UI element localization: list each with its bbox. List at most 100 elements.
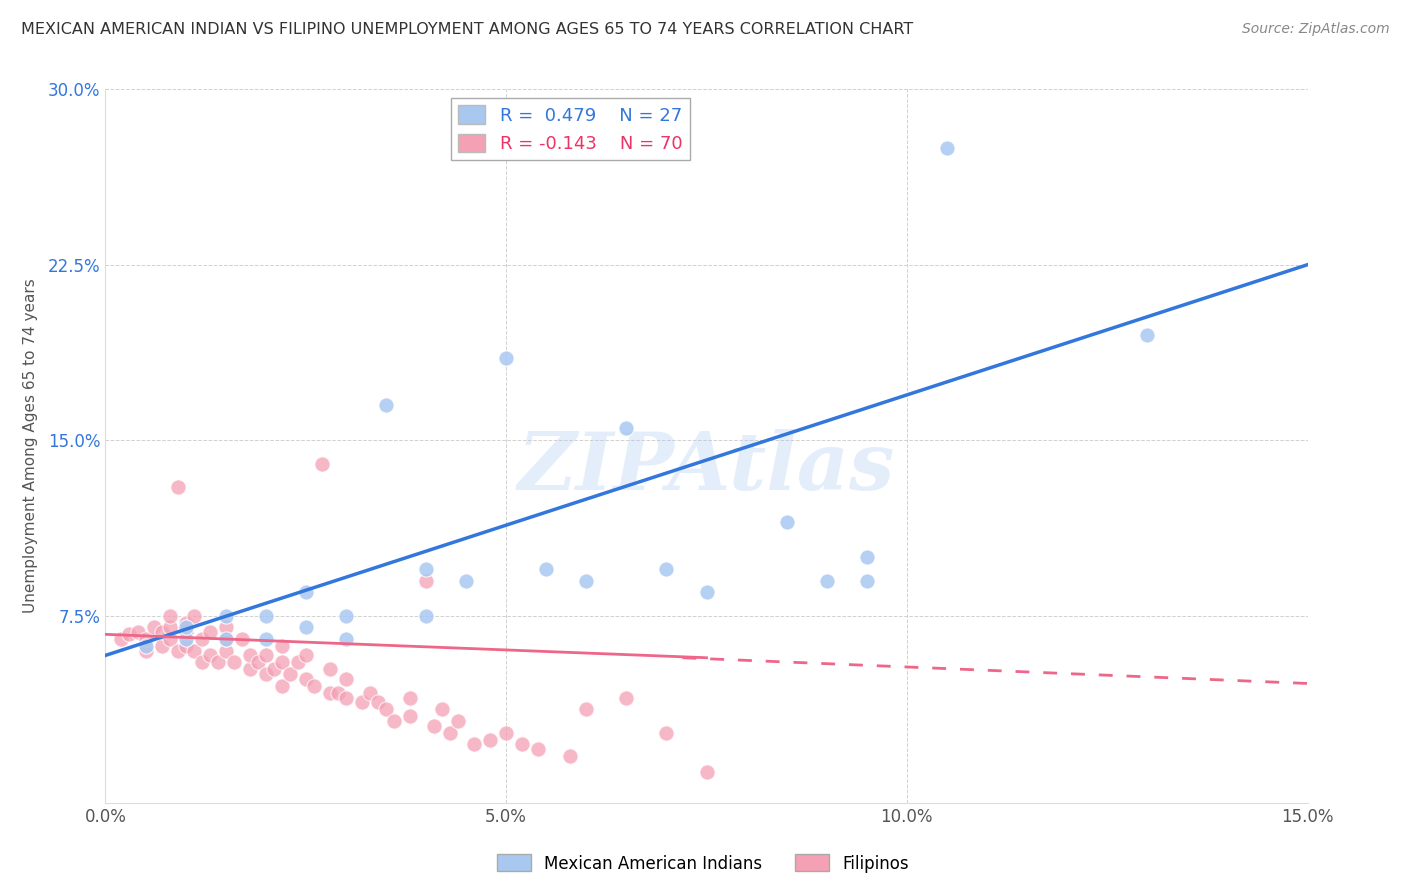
Point — [270, 656, 292, 670]
Point — [495, 351, 517, 366]
Point — [302, 679, 325, 693]
Point — [254, 608, 277, 623]
Point — [198, 625, 221, 640]
Point — [399, 690, 422, 705]
Point — [335, 632, 357, 646]
Point — [510, 737, 533, 751]
Point — [214, 620, 236, 634]
Point — [214, 632, 236, 646]
Point — [326, 686, 349, 700]
Point — [174, 632, 197, 646]
Point — [214, 608, 236, 623]
Point — [295, 585, 318, 599]
Point — [190, 656, 212, 670]
Point — [295, 672, 318, 686]
Point — [447, 714, 470, 728]
Point — [135, 644, 157, 658]
Point — [655, 725, 678, 739]
Point — [254, 648, 277, 663]
Point — [855, 550, 877, 565]
Point — [374, 702, 398, 716]
Point — [159, 620, 181, 634]
Point — [399, 709, 422, 723]
Point — [616, 690, 638, 705]
Point — [135, 639, 157, 653]
Point — [166, 644, 188, 658]
Point — [815, 574, 838, 588]
Point — [454, 574, 477, 588]
Text: Source: ZipAtlas.com: Source: ZipAtlas.com — [1241, 22, 1389, 37]
Point — [415, 574, 437, 588]
Point — [560, 749, 582, 764]
Point — [616, 421, 638, 435]
Point — [463, 737, 485, 751]
Point — [696, 765, 718, 780]
Point — [350, 695, 373, 709]
Point — [135, 632, 157, 646]
Point — [150, 625, 173, 640]
Point — [231, 632, 253, 646]
Point — [190, 632, 212, 646]
Point — [335, 608, 357, 623]
Point — [254, 667, 277, 681]
Point — [495, 725, 517, 739]
Point — [254, 632, 277, 646]
Point — [246, 656, 269, 670]
Point — [239, 662, 262, 676]
Point — [110, 632, 132, 646]
Point — [430, 702, 453, 716]
Point — [214, 644, 236, 658]
Point — [415, 562, 437, 576]
Point — [527, 742, 550, 756]
Point — [359, 686, 381, 700]
Point — [776, 515, 799, 529]
Point — [696, 585, 718, 599]
Point — [150, 639, 173, 653]
Point — [382, 714, 405, 728]
Point — [263, 662, 285, 676]
Point — [166, 480, 188, 494]
Point — [222, 656, 245, 670]
Point — [534, 562, 557, 576]
Point — [183, 608, 205, 623]
Point — [270, 679, 292, 693]
Point — [118, 627, 141, 641]
Point — [439, 725, 461, 739]
Point — [423, 718, 446, 732]
Point — [174, 620, 197, 634]
Point — [214, 632, 236, 646]
Point — [270, 639, 292, 653]
Point — [287, 656, 309, 670]
Point — [936, 141, 959, 155]
Point — [855, 574, 877, 588]
Point — [127, 625, 149, 640]
Point — [319, 662, 342, 676]
Point — [207, 656, 229, 670]
Point — [142, 620, 165, 634]
Text: MEXICAN AMERICAN INDIAN VS FILIPINO UNEMPLOYMENT AMONG AGES 65 TO 74 YEARS CORRE: MEXICAN AMERICAN INDIAN VS FILIPINO UNEM… — [21, 22, 914, 37]
Point — [655, 562, 678, 576]
Point — [198, 648, 221, 663]
Point — [479, 732, 502, 747]
Point — [311, 457, 333, 471]
Point — [415, 608, 437, 623]
Point — [174, 615, 197, 630]
Point — [319, 686, 342, 700]
Point — [1136, 327, 1159, 342]
Point — [174, 625, 197, 640]
Point — [575, 574, 598, 588]
Point — [183, 644, 205, 658]
Point — [335, 672, 357, 686]
Legend: Mexican American Indians, Filipinos: Mexican American Indians, Filipinos — [491, 847, 915, 880]
Point — [239, 648, 262, 663]
Point — [367, 695, 389, 709]
Point — [159, 632, 181, 646]
Point — [174, 639, 197, 653]
Point — [295, 648, 318, 663]
Legend: R =  0.479    N = 27, R = -0.143    N = 70: R = 0.479 N = 27, R = -0.143 N = 70 — [451, 98, 690, 161]
Point — [278, 667, 301, 681]
Text: ZIPAtlas: ZIPAtlas — [517, 429, 896, 506]
Point — [295, 620, 318, 634]
Point — [159, 608, 181, 623]
Point — [335, 690, 357, 705]
